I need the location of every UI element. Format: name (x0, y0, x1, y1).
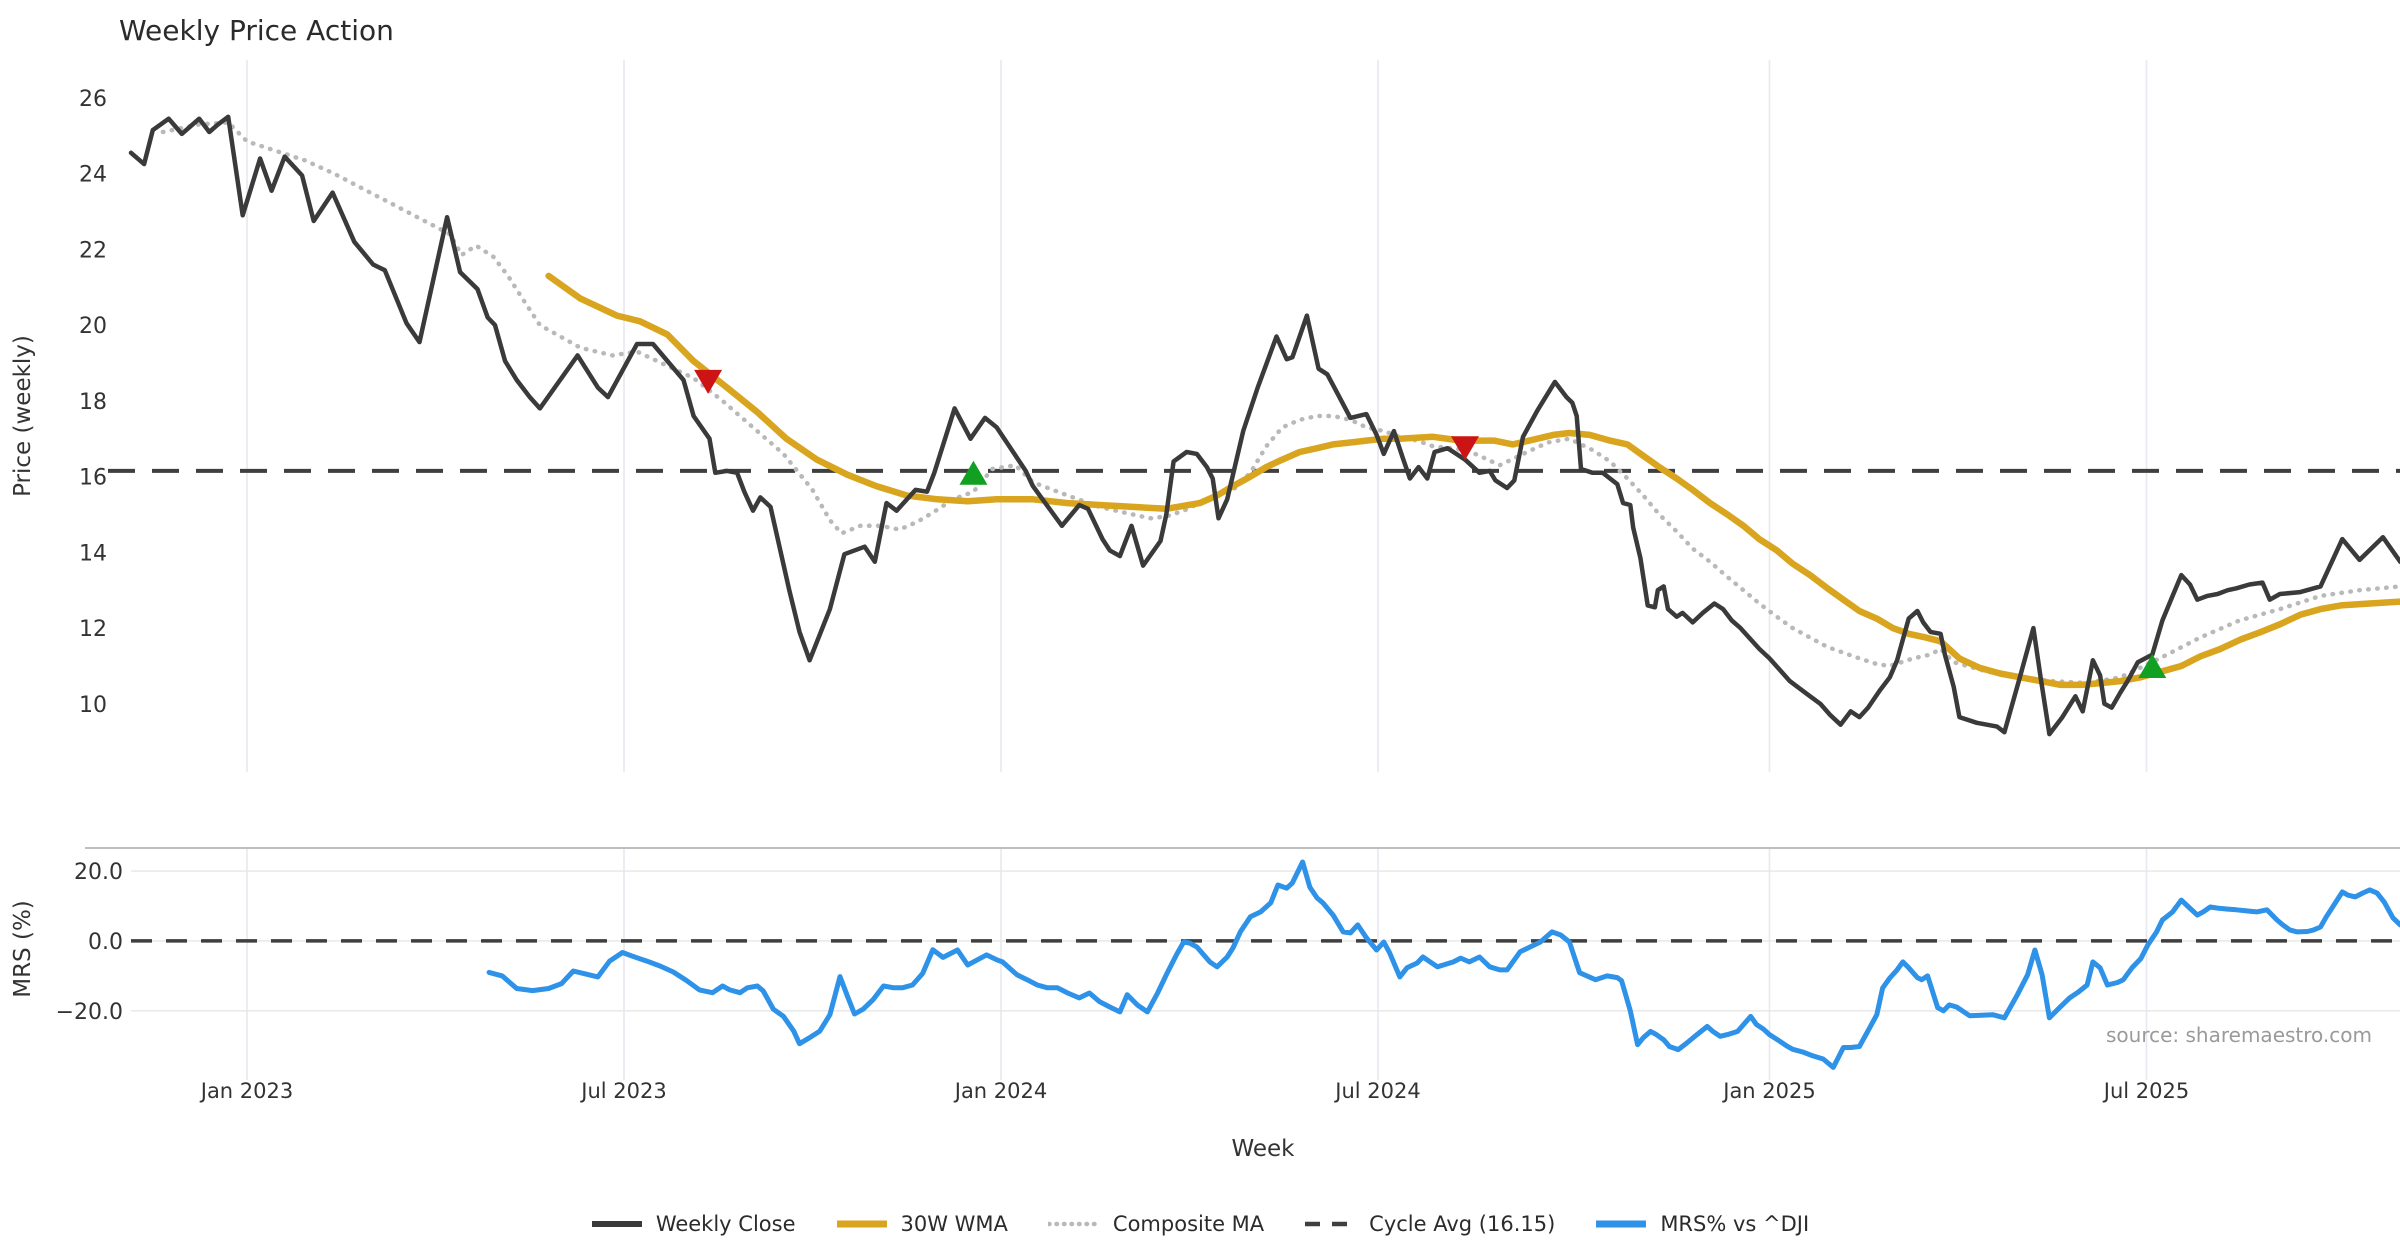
x-tick-label: Jul 2024 (1333, 1079, 1420, 1103)
price-y-tick-label: 18 (79, 390, 107, 415)
weekly-close-line[interactable] (128, 114, 2400, 737)
source-note: source: sharemaestro.com (2106, 1023, 2372, 1047)
sell-marker[interactable] (1451, 436, 1479, 461)
sell-marker[interactable] (694, 369, 723, 394)
price-y-tick-label: 16 (79, 466, 107, 491)
mrs-line[interactable] (486, 859, 2400, 1070)
legend-swatch-dash (1305, 1221, 1356, 1227)
x-tick-label: Jan 2025 (1721, 1079, 1816, 1103)
legend-item-weekly-close[interactable]: Weekly Close (591, 1212, 796, 1236)
composite-ma-line[interactable] (160, 120, 2400, 686)
legend-label: Composite MA (1112, 1212, 1265, 1236)
price-y-tick-label: 26 (79, 87, 107, 112)
legend-item-30w-wma[interactable]: 30W WMA (836, 1212, 1008, 1236)
x-tick-label: Jan 2023 (199, 1079, 294, 1103)
legend-swatch-solid (836, 1220, 887, 1228)
legend-swatch-dot (1047, 1221, 1100, 1227)
legend-item-composite-ma[interactable]: Composite MA (1047, 1212, 1265, 1236)
mrs-axis-title: MRS (%) (10, 900, 36, 998)
x-tick-label: Jul 2025 (2102, 1079, 2189, 1103)
mrs-y-tick-label: −20.0 (56, 1000, 123, 1025)
buy-marker[interactable] (959, 460, 988, 485)
price-y-tick-label: 10 (79, 693, 107, 718)
legend-item-mrs-vs-dji[interactable]: MRS% vs ^DJI (1595, 1212, 1809, 1236)
series-layer (108, 114, 2400, 1070)
legend-swatch-solid (591, 1221, 642, 1227)
label-layer: 26 24 22 20 18 16 14 12 10 20.0 0.0 −20.0 Jan 2023 Ju… (56, 87, 2190, 1103)
x-axis-title: Week (1231, 1136, 1295, 1162)
chart-title: Weekly Price Action (119, 14, 394, 47)
price-axis-title: Price (weekly) (10, 335, 36, 497)
price-y-tick-label: 24 (79, 163, 107, 188)
legend-label: MRS% vs ^DJI (1660, 1212, 1810, 1236)
price-y-tick-label: 22 (79, 238, 107, 263)
legend: Weekly Close 30W WMA Composite MA Cycle Avg… (0, 1212, 2400, 1236)
buy-marker[interactable] (2138, 653, 2167, 678)
mrs-y-tick-label: 0.0 (88, 930, 123, 955)
legend-label: Cycle Avg (16.15) (1369, 1212, 1556, 1236)
legend-label: Weekly Close (655, 1212, 796, 1236)
x-tick-label: Jan 2024 (953, 1079, 1048, 1103)
mrs-y-tick-label: 20.0 (74, 860, 123, 885)
price-y-tick-label: 20 (79, 314, 107, 339)
price-y-tick-label: 12 (79, 617, 107, 642)
price-y-tick-label: 14 (79, 541, 107, 566)
legend-label: 30W WMA (900, 1212, 1008, 1236)
x-tick-label: Jul 2023 (579, 1079, 666, 1103)
30w-wma-line[interactable] (545, 272, 2400, 689)
legend-swatch-solid (1596, 1220, 1647, 1228)
legend-item-cycle-avg-16-15-[interactable]: Cycle Avg (16.15) (1304, 1212, 1555, 1236)
